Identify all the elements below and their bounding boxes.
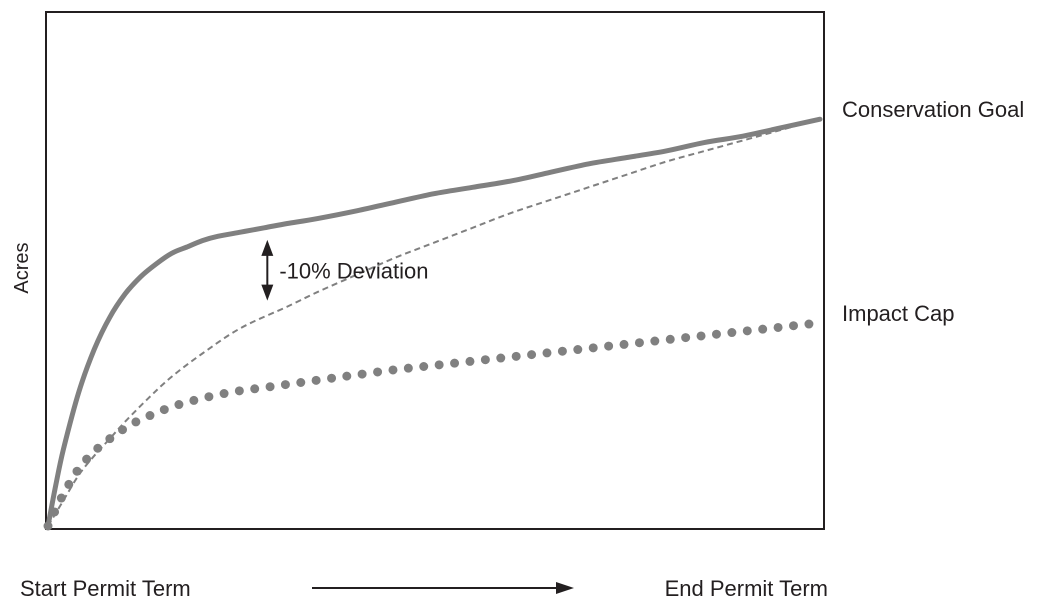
series-label-conservation-goal: Conservation Goal xyxy=(842,97,1024,122)
y-axis-label: Acres xyxy=(11,242,33,293)
series-label-impact-cap: Impact Cap xyxy=(842,301,955,326)
x-axis-end-label: End Permit Term xyxy=(665,576,828,601)
annotation-layer: -10% Deviation xyxy=(261,239,429,301)
series-line-dashed-deviation-curve xyxy=(47,118,821,527)
series-line-conservation-goal xyxy=(45,116,823,529)
deviation-annotation-label: -10% Deviation xyxy=(279,258,428,283)
x-axis-start-label: Start Permit Term xyxy=(20,576,191,601)
series-line-impact-cap xyxy=(43,318,825,531)
time-direction-arrow xyxy=(312,582,574,594)
series-layer xyxy=(43,116,825,531)
deviation-arrow-up-head xyxy=(261,239,274,256)
deviation-arrow-down-head xyxy=(261,284,274,301)
series-label-layer: Conservation Goal Impact Cap xyxy=(842,97,1024,326)
plot-frame xyxy=(45,11,825,530)
